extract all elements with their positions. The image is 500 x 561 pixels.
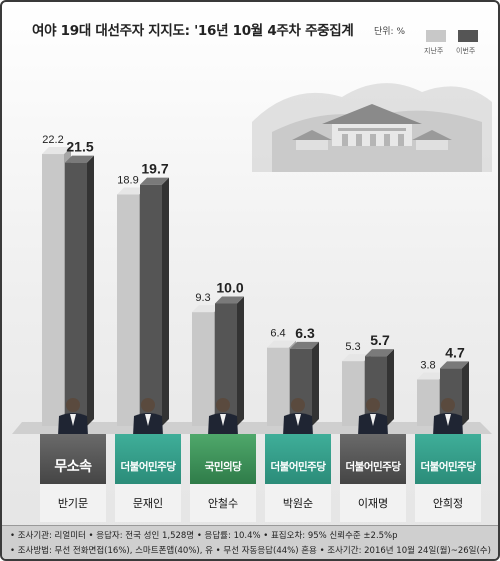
value-label-prev-0: 22.2 <box>42 134 63 146</box>
bar-curr-0 <box>65 155 94 426</box>
candidate-name-1: 문재인 <box>115 484 181 522</box>
bar-curr-2 <box>215 296 244 426</box>
candidate-name-5: 안희정 <box>415 484 481 522</box>
footer-line-2: • 조사방법: 무선 전화면접(16%), 스마트폰앱(40%), 유 • 무선… <box>10 546 491 556</box>
candidate-5: 더불어민주당 안희정 <box>415 398 481 522</box>
value-label-curr-0: 21.5 <box>66 139 93 155</box>
value-label-curr-1: 19.7 <box>141 161 168 177</box>
party-badge-1: 더불어민주당 <box>115 434 181 484</box>
chart-title: 여야 19대 대선주자 지지도: '16년 10월 4주차 주중집계 <box>32 23 354 39</box>
value-label-prev-4: 5.3 <box>345 341 360 353</box>
candidate-0: 무소속 반기문 <box>40 398 106 522</box>
candidate-1: 더불어민주당 문재인 <box>115 398 181 522</box>
footer-line-1: • 조사기관: 리얼미터 • 응답자: 전국 성인 1,528명 • 응답률: … <box>10 531 398 541</box>
value-label-prev-3: 6.4 <box>270 328 285 340</box>
candidate-name-4: 이재명 <box>340 484 406 522</box>
party-badge-4: 더불어민주당 <box>340 434 406 484</box>
party-badge-3: 더불어민주당 <box>265 434 331 484</box>
value-label-curr-3: 6.3 <box>295 325 315 341</box>
value-label-curr-4: 5.7 <box>370 332 390 348</box>
unit-label: 단위: % <box>374 27 406 37</box>
legend-label-prev: 지난주 <box>424 47 444 55</box>
candidate-name-3: 박원순 <box>265 484 331 522</box>
legend: 지난주 이번주 <box>422 30 494 60</box>
value-label-prev-2: 9.3 <box>195 292 210 304</box>
legend-swatch-prev <box>426 30 446 42</box>
legend-label-curr: 이번주 <box>456 47 476 55</box>
value-labels-group: 22.2 21.5 18.919.7 9.3 10.0 6.4 6.3 5.3 5.7 3.8 4.… <box>42 134 465 371</box>
party-badge-5: 더불어민주당 <box>415 434 481 484</box>
value-label-prev-1: 18.9 <box>117 174 138 186</box>
palace-illustration <box>252 83 492 172</box>
value-label-prev-5: 3.8 <box>420 359 435 371</box>
candidate-4: 더불어민주당 이재명 <box>340 398 406 522</box>
value-label-curr-2: 10.0 <box>216 280 243 296</box>
candidate-name-2: 안철수 <box>190 484 256 522</box>
candidate-name-0: 반기문 <box>40 484 106 522</box>
party-badge-2: 국민의당 <box>190 434 256 484</box>
survey-footer: • 조사기관: 리얼미터 • 응답자: 전국 성인 1,528명 • 응답률: … <box>2 525 498 559</box>
bar-curr-1 <box>140 177 169 426</box>
value-label-curr-5: 4.7 <box>445 344 465 360</box>
candidate-3: 더불어민주당 박원순 <box>265 398 331 522</box>
bar-curr-5 <box>440 361 469 426</box>
bars-group <box>42 147 469 427</box>
legend-swatch-curr <box>458 30 478 42</box>
party-badge-0: 무소속 <box>40 434 106 484</box>
candidate-2: 국민의당 안철수 <box>190 398 256 522</box>
